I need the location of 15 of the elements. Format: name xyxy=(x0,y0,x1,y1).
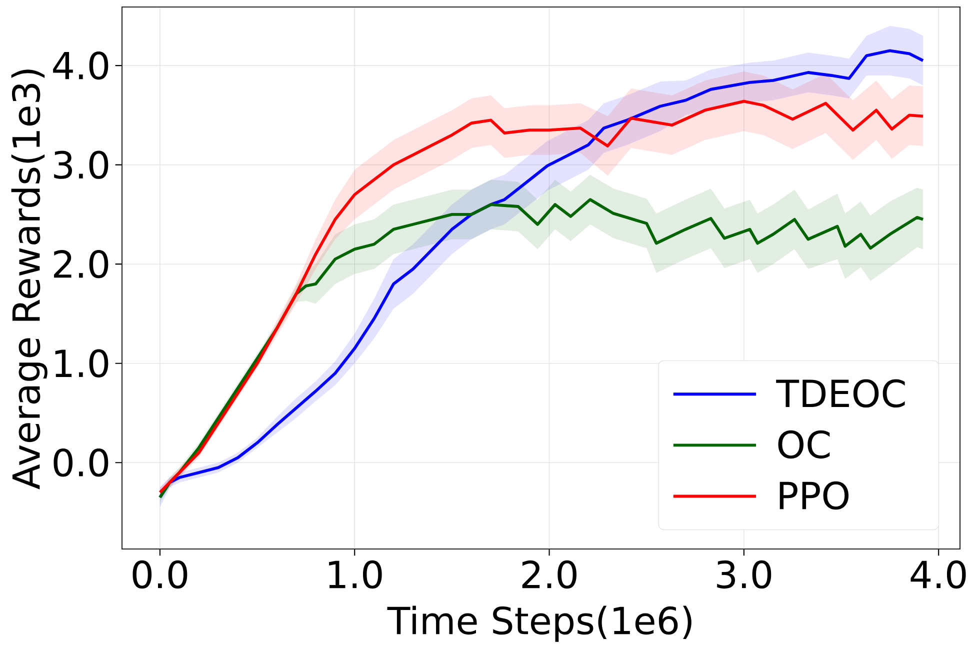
x-axis-title: Time Steps(1e6) xyxy=(387,606,692,642)
y-tick-label: 4.0 xyxy=(53,51,108,80)
y-tick-label: 0.0 xyxy=(54,448,108,477)
y-tick-label: 3.0 xyxy=(54,150,108,179)
legend-label: PPO xyxy=(780,481,849,510)
x-tick-label: 4.0 xyxy=(910,560,966,589)
y-axis-title: Average Rewards(1e3) xyxy=(11,70,48,490)
x-tick-label: 3.0 xyxy=(717,560,772,589)
x-tick-label: 2.0 xyxy=(522,560,576,589)
y-tick-label: 2.0 xyxy=(54,250,108,278)
legend-label: TDEOC xyxy=(776,379,905,408)
x-tick-label: 1.0 xyxy=(329,560,382,589)
legend-label: OC xyxy=(778,430,830,459)
x-tick-label: 0.0 xyxy=(132,560,188,589)
y-tick-label: 1.0 xyxy=(55,349,108,378)
